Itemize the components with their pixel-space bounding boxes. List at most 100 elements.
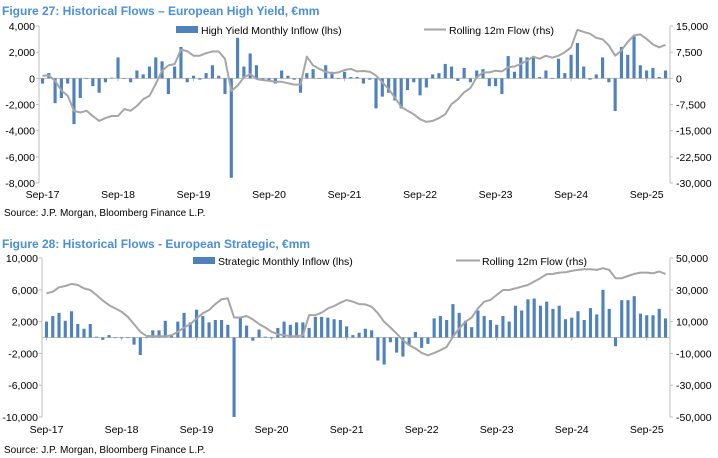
legend: Strategic Monthly Inflow (lhs) Rolling 1… <box>193 256 587 268</box>
bar-monthly-inflow <box>368 78 372 80</box>
legend-bar-swatch <box>193 257 215 264</box>
bar-monthly-inflow <box>538 77 542 79</box>
bar-monthly-inflow <box>78 78 82 98</box>
bar-monthly-inflow <box>370 330 374 338</box>
bar-monthly-inflow <box>607 308 611 338</box>
bar-monthly-inflow <box>97 78 101 93</box>
bar-monthly-inflow <box>191 75 196 79</box>
bar-monthly-inflow <box>657 308 661 338</box>
bar-monthly-inflow <box>147 66 152 79</box>
bar-monthly-inflow <box>663 70 668 79</box>
bar-monthly-inflow <box>76 323 80 338</box>
bar-monthly-inflow <box>432 318 436 338</box>
bar-monthly-inflow <box>113 337 117 339</box>
bar-monthly-inflow <box>387 78 391 93</box>
bar-monthly-inflow <box>261 78 265 80</box>
bar-monthly-inflow <box>431 74 435 79</box>
bar-monthly-inflow <box>601 289 605 338</box>
bar-monthly-inflow <box>210 65 214 79</box>
bar-monthly-inflow <box>380 78 384 97</box>
bar-monthly-inflow <box>357 332 361 338</box>
bar-monthly-inflow <box>84 78 89 79</box>
bar-monthly-inflow <box>470 327 474 338</box>
bar-monthly-inflow <box>657 77 661 79</box>
bar-monthly-inflow <box>198 78 202 80</box>
bar-monthly-inflow <box>349 77 353 79</box>
bar-monthly-inflow <box>110 77 114 79</box>
bar-monthly-inflow <box>317 78 321 79</box>
bar-monthly-inflow <box>487 78 491 87</box>
bar-monthly-inflow <box>613 78 617 112</box>
bar-monthly-inflow <box>600 57 605 79</box>
bar-monthly-inflow <box>201 316 205 338</box>
bar-monthly-inflow <box>220 320 224 338</box>
x-tick-label: Sep-21 <box>328 189 362 201</box>
bar-monthly-inflow <box>438 316 442 338</box>
y-tick-label-left: -6,000 <box>5 152 35 164</box>
bar-monthly-inflow <box>495 324 499 338</box>
bar-monthly-inflow <box>519 57 523 79</box>
bar-monthly-inflow <box>651 315 655 338</box>
x-tick-label: Sep-24 <box>554 189 588 201</box>
bar-monthly-inflow <box>457 312 461 338</box>
bar-monthly-inflow <box>166 78 170 95</box>
bar-monthly-inflow <box>59 78 63 98</box>
bar-monthly-inflow <box>361 78 366 84</box>
y-tick-label-right: -30,000 <box>676 380 712 392</box>
bar-monthly-inflow <box>194 309 199 338</box>
x-tick-label: Sep-17 <box>26 189 60 201</box>
bar-monthly-inflow <box>563 319 568 338</box>
bar-monthly-inflow <box>311 69 315 79</box>
bar-monthly-inflow <box>226 324 230 338</box>
bar-monthly-inflow <box>351 335 355 338</box>
bar-monthly-inflow <box>332 319 336 338</box>
x-tick-label: Sep-24 <box>555 424 589 436</box>
x-tick-label: Sep-22 <box>405 424 439 436</box>
bar-monthly-inflow <box>135 70 139 79</box>
bar-monthly-inflow <box>420 337 424 348</box>
bar-monthly-inflow <box>185 78 189 83</box>
bar-monthly-inflow <box>295 322 299 338</box>
bar-monthly-inflow <box>251 337 255 341</box>
bar-monthly-inflow <box>82 328 86 338</box>
bar-monthly-inflow <box>374 78 378 109</box>
bar-monthly-inflow <box>545 301 549 338</box>
bar-monthly-inflow <box>132 337 136 345</box>
bar-monthly-inflow <box>363 328 367 338</box>
x-tick-label: Sep-20 <box>255 424 289 436</box>
bar-monthly-inflow <box>263 336 267 338</box>
bar-monthly-inflow <box>44 321 49 338</box>
bar-monthly-inflow <box>72 78 76 125</box>
bar-monthly-inflow <box>507 321 511 338</box>
bar-monthly-inflow <box>107 335 111 338</box>
bar-monthly-inflow <box>620 300 624 338</box>
bar-monthly-inflow <box>575 43 579 79</box>
x-tick-label: Sep-23 <box>480 424 514 436</box>
bar-monthly-inflow <box>556 58 561 79</box>
bar-monthly-inflow <box>94 336 99 338</box>
bar-monthly-inflow <box>512 71 517 79</box>
x-tick-label: Sep-18 <box>105 424 139 436</box>
bar-monthly-inflow <box>69 311 74 338</box>
bar-monthly-inflow <box>122 78 126 79</box>
y-tick-label-right: -50,000 <box>676 412 712 424</box>
bar-monthly-inflow <box>129 78 133 83</box>
bar-monthly-inflow <box>217 75 221 79</box>
legend: High Yield Monthly Inflow (lhs) Rolling … <box>176 25 554 37</box>
bar-monthly-inflow <box>232 337 236 417</box>
bar-monthly-inflow <box>449 66 454 79</box>
y-tick-label-right: 15,000 <box>676 21 708 33</box>
bar-monthly-inflow <box>154 57 158 79</box>
y-tick-label-left: 2,000 <box>9 47 35 59</box>
bar-monthly-inflow <box>645 70 649 79</box>
x-tick-label: Sep-20 <box>252 189 286 201</box>
x-tick-label: Sep-23 <box>479 189 513 201</box>
bar-monthly-inflow <box>412 78 416 83</box>
bar-monthly-inflow <box>376 337 380 361</box>
bar-monthly-inflow <box>456 78 460 81</box>
legend-label-line: Rolling 12m Flow (rhs) <box>449 25 554 37</box>
y-tick-label-right: -7,500 <box>676 100 706 112</box>
y-tick-label-left: 2,000 <box>12 317 38 329</box>
y-tick-label-right: 50,000 <box>676 253 708 265</box>
source-note: Source: J.P. Morgan, Bloomberg Finance L… <box>4 208 205 219</box>
